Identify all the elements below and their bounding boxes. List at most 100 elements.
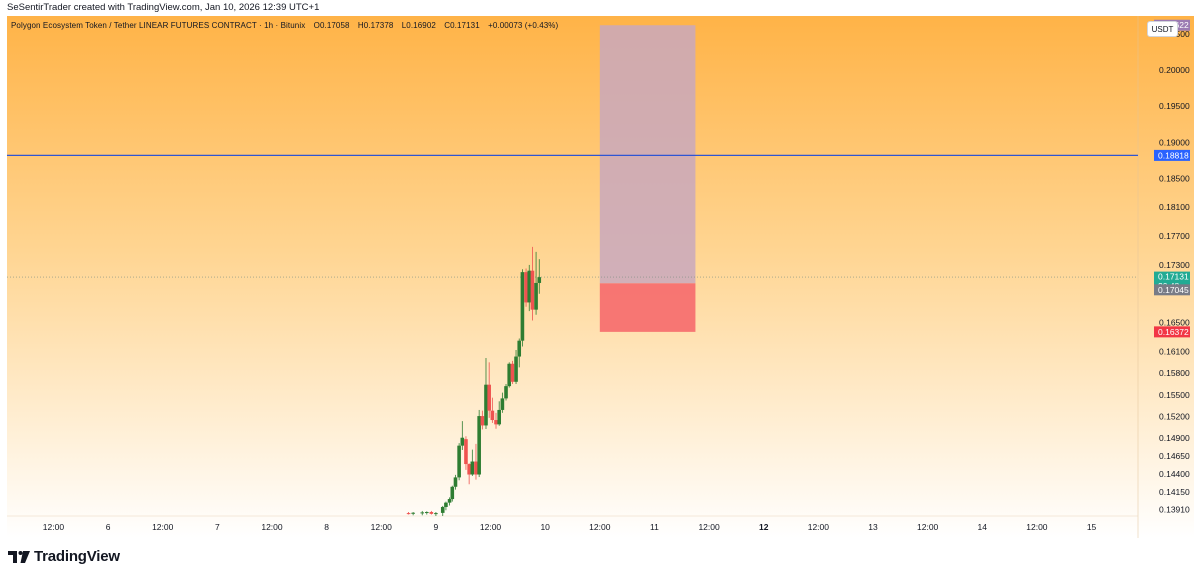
candle-body [490,410,495,421]
time-tick-label: 9 [434,522,439,532]
candle-body [504,386,508,399]
candle [487,362,491,418]
time-tick-label: 12:00 [43,522,65,532]
candle [524,268,528,307]
candle [530,246,535,321]
candle-body [487,384,491,411]
price-chart-svg[interactable]: 0.205000.200000.195000.190000.185000.181… [7,16,1194,538]
time-tick-label: 12:00 [1026,522,1048,532]
candle [470,449,475,476]
candle-body [447,499,452,503]
candle [490,397,495,423]
candle [484,357,488,430]
candle [411,512,415,516]
candle-body [477,416,481,475]
time-tick-label: 12:00 [808,522,830,532]
price-tick-label: 0.16500 [1159,318,1190,328]
candle [444,501,448,511]
symbol-info-bar: Polygon Ecosystem Token / Tether LINEAR … [11,21,564,30]
candle [424,511,429,515]
ohlc-high: H0.17378 [357,21,394,30]
candle [434,512,438,516]
time-tick-label: 12:00 [698,522,720,532]
last-price-value: 0.17131 [1158,272,1189,282]
candle [429,510,434,515]
candle [520,269,525,347]
candle-body [453,477,458,487]
candles-layer [406,246,542,516]
candle-body [500,398,505,410]
symbol-title: Polygon Ecosystem Token / Tether LINEAR … [11,21,306,30]
candle [440,505,445,516]
price-axis[interactable]: 0.205000.200000.195000.190000.185000.181… [1159,29,1190,514]
candle-body [517,340,522,357]
time-axis[interactable]: 12:00 6 12:00 7 12:00 8 12:00 9 12:00 10 12:00 11 12… [43,522,1097,532]
candle-body [424,512,429,514]
price-tick-label: 0.18500 [1159,173,1190,183]
candle [450,485,455,502]
chart-area[interactable]: 0.205000.200000.195000.190000.185000.181… [7,16,1194,538]
candle-body [429,512,434,514]
time-tick-label: 8 [324,522,329,532]
price-tick-label: 0.17700 [1159,231,1190,241]
price-label-bg [1154,284,1190,296]
candle [507,362,512,388]
candle-body [464,439,468,465]
position-zones[interactable] [599,25,696,332]
candle-body [450,486,455,500]
candle [464,436,468,470]
tradingview-wordmark: TradingView [34,548,120,565]
time-tick-label: 14 [978,522,988,532]
price-tick-label: 0.19500 [1159,101,1190,111]
target-zone [599,25,696,284]
candle-body [534,282,538,310]
footer: TradingView [0,538,1199,577]
candle-body [527,270,532,303]
candle [497,401,501,426]
price-label-badge: 0.16372 [1154,326,1190,338]
ohlc-low: L0.16902 [401,21,436,30]
candle [474,443,478,480]
time-tick-label: 12:00 [261,522,283,532]
candle-body [440,506,445,513]
price-label-badge: 0.17045 [1154,284,1190,296]
price-tick-label: 0.15200 [1159,411,1190,421]
time-tick-label: 11 [650,522,659,532]
time-tick-label: 12 [759,522,769,532]
candle [527,264,532,312]
ohlc-change: +0.00073 (+0.43%) [488,21,559,30]
horizontal-line-layer[interactable] [7,154,1138,278]
price-tick-label: 0.14150 [1159,487,1190,497]
currency-button[interactable]: USDT [1147,21,1178,37]
candle-body [474,461,478,475]
author-credit: SeSentirTrader created with TradingView.… [7,2,320,13]
time-tick-label: 6 [106,522,111,532]
candle-body [507,363,512,387]
candle-body [537,277,542,283]
candle [504,383,508,401]
watermark-header: SeSentirTrader created with TradingView.… [0,0,1199,14]
candle-body [406,513,411,515]
candle-body [434,513,438,515]
candle [534,251,538,315]
price-tick-label: 0.17300 [1159,260,1190,270]
candle [510,360,515,384]
candle-body [420,512,425,514]
tradingview-logo[interactable]: TradingView [8,548,120,565]
candle [406,512,411,515]
price-tick-label: 0.16100 [1159,346,1190,356]
candle [457,443,461,481]
price-tick-label: 0.19000 [1159,137,1190,147]
price-tick-label: 0.13910 [1159,505,1190,515]
price-label-badge: 0.18818 [1154,149,1190,161]
price-label-bg [1154,326,1190,338]
price-label-bg [1154,149,1190,161]
candle [460,421,465,450]
candle [420,510,425,516]
time-tick-label: 12:00 [589,522,611,532]
price-tick-label: 0.15500 [1159,390,1190,400]
price-label-text: 0.17045 [1158,285,1189,295]
time-tick-label: 12:00 [152,522,174,532]
candle [447,497,452,506]
candle [467,463,471,485]
